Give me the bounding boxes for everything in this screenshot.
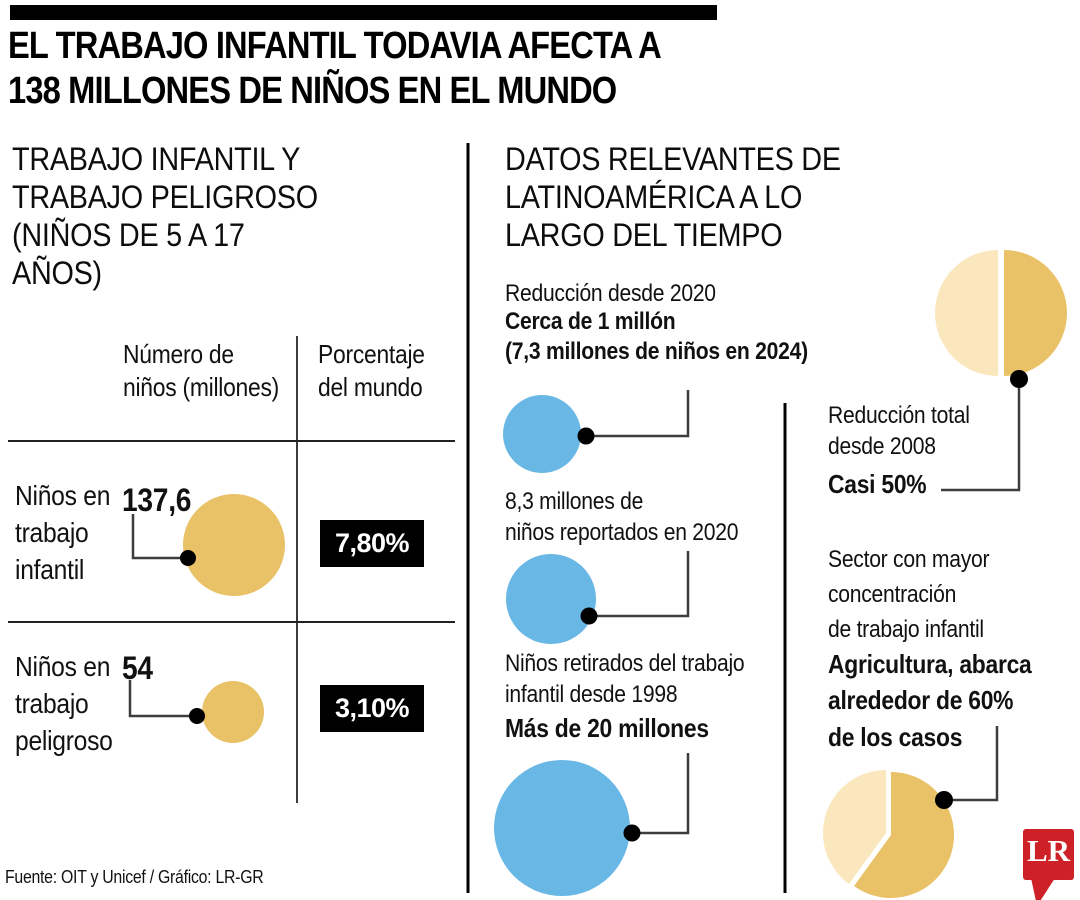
callout-line-reported-2020	[589, 551, 690, 618]
column-header-percent: Porcentaje del mundo	[318, 339, 425, 402]
row-value-child-labor: 137,6	[122, 482, 192, 518]
bubble-hazardous-work	[202, 681, 264, 743]
pie-reduction-left-slice	[935, 250, 998, 376]
percent-badge-child-labor: 7,80%	[320, 520, 424, 567]
item-label-reduction-2020: Reducción desde 2020	[505, 280, 716, 307]
sector-value: Agricultura, abarca alrededor de 60% de …	[828, 649, 1032, 752]
column-header-number: Número de niños (millones)	[123, 339, 279, 402]
row-value-hazardous-work: 54	[122, 650, 153, 686]
callout-dot-reported-2020	[580, 607, 598, 625]
reduction-total-label: Reducción total desde 2008	[828, 402, 970, 461]
middle-panel-heading: DATOS RELEVANTES DE LATINOAMÉRICA A LO L…	[505, 141, 841, 254]
lr-logo-text: LR	[1026, 833, 1071, 868]
pie-agriculture-main-slice	[854, 772, 954, 898]
masthead-bar	[10, 5, 717, 20]
callout-line-child-labor	[131, 514, 188, 560]
percent-badge-hazardous-work: 3,10%	[320, 685, 424, 732]
callout-dot-child-labor	[180, 550, 196, 566]
main-title: EL TRABAJO INFANTIL TODAVIA AFECTA A 138…	[8, 25, 662, 112]
callout-dot-hazardous-work	[189, 708, 205, 724]
item-label-reported-2020: 8,3 millones de niños reportados en 2020	[505, 488, 739, 547]
callout-dot-reduction-total	[1010, 370, 1028, 388]
callout-line-agriculture	[944, 726, 999, 802]
callout-dot-removed-1998	[623, 824, 641, 842]
callout-dot-reduction-2020	[577, 427, 595, 445]
pie-agriculture-rest-slice	[822, 770, 886, 884]
source-credit: Fuente: OIT y Unicef / Gráfico: LR-GR	[5, 867, 264, 887]
pie-reduction-right-slice	[1004, 250, 1067, 376]
callout-line-reduction-2020	[586, 390, 690, 438]
row-label-child-labor: Niños en trabajo infantil	[15, 480, 111, 586]
callout-line-reduction-total	[941, 379, 1021, 492]
row-label-hazardous-work: Niños en trabajo peligroso	[15, 651, 113, 757]
sector-label: Sector con mayor concentración de trabaj…	[828, 546, 990, 643]
callout-dot-agriculture	[935, 791, 953, 809]
lr-logo-bubble	[1023, 829, 1074, 880]
bubble-child-labor	[183, 494, 285, 596]
item-label-removed-1998: Niños retirados del trabajo infantil des…	[505, 650, 745, 709]
lr-logo-tail	[1031, 878, 1055, 900]
bubble-reported-2020	[506, 554, 596, 644]
item-value-reduction-2020: Cerca de 1 millón (7,3 millones de niños…	[505, 308, 808, 365]
callout-line-removed-1998	[632, 753, 690, 835]
bubble-removed-1998	[494, 760, 630, 896]
left-panel-heading: TRABAJO INFANTIL Y TRABAJO PELIGROSO (NI…	[12, 141, 318, 292]
item-value-removed-1998: Más de 20 millones	[505, 713, 709, 743]
callout-line-hazardous-work	[128, 680, 197, 718]
bubble-reduction-2020	[503, 395, 581, 473]
reduction-total-value: Casi 50%	[828, 469, 927, 499]
